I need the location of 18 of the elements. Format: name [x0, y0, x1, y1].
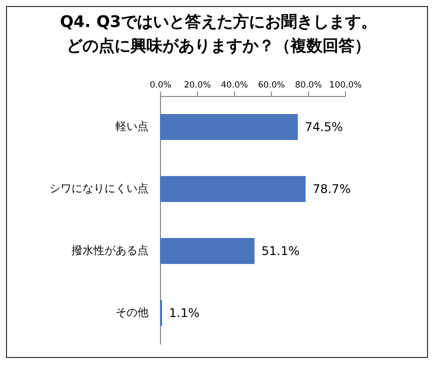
y-tick-label: その他 — [116, 306, 148, 319]
data-label: 78.7% — [312, 182, 351, 196]
x-tick-label: 40.0% — [220, 80, 248, 90]
data-label: 74.5% — [304, 120, 343, 134]
x-tick-label: 20.0% — [184, 80, 212, 90]
x-tick-label: 80.0% — [294, 80, 322, 90]
bar — [160, 114, 298, 140]
chart-title: Q4. Q3ではいと答えた方にお聞きします。どの点に興味がありますか？（複数回答） — [60, 12, 378, 55]
x-tick-label: 0.0% — [150, 80, 172, 90]
data-label: 1.1% — [169, 306, 200, 320]
x-tick-label: 100.0% — [329, 80, 362, 90]
y-tick-label: 撥水性がある点 — [72, 244, 148, 257]
y-tick-label: 軽い点 — [116, 120, 148, 133]
bar — [160, 176, 306, 202]
data-label: 51.1% — [262, 244, 300, 258]
bar — [160, 238, 255, 264]
y-tick-label: シワになりにくい点 — [50, 182, 148, 195]
x-tick-label: 60.0% — [258, 80, 286, 90]
